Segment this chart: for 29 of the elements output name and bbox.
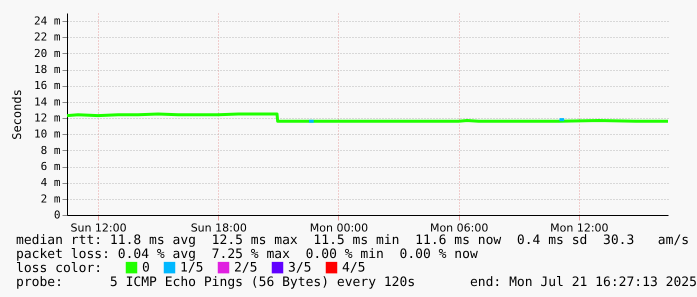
text: packet loss: 0.04 % avg 7.25 % max 0.00 % min 0.00 % now (16, 247, 478, 262)
legend-label: 3/5 (288, 260, 312, 276)
legend-label: 1/5 (180, 260, 204, 276)
y-tick-label: 10 m (34, 128, 61, 141)
y-tick-label: 4 m (40, 176, 61, 190)
line-series (66, 112, 670, 123)
y-tick-label: 6 m (40, 160, 61, 174)
x-tick-label: Sun 12:00 (70, 222, 127, 234)
text: median rtt: 11.8 ms avg 12.5 ms max 11.5 ms min 11.6 ms now 0.4 ms sd 30.3 am/s (16, 233, 690, 248)
legend-label: 4/5 (342, 260, 366, 276)
y-tick-label: 2 m (40, 192, 61, 206)
text: probe: 5 ICMP Echo Pings (56 Bytes) every 120s end: Mon Jul 21 16:27:13 2025 (16, 275, 697, 290)
legend-title: loss color: (16, 261, 102, 276)
y-tick-label: 18 m (34, 63, 61, 76)
y-tick-label: 24 m (34, 14, 61, 28)
y-tick-label: 16 m (34, 79, 61, 92)
legend-label: 2/5 (234, 260, 258, 276)
legend-label: 0 (142, 260, 150, 276)
y-axis-title: Seconds (10, 89, 24, 140)
x-tick-label: Mon 00:00 (310, 222, 368, 234)
y-tick-label: 14 m (34, 95, 61, 108)
x-tick-label: Mon 06:00 (430, 222, 488, 234)
x-tick-label: Mon 12:00 (550, 222, 609, 234)
y-tick-label: 22 m (34, 30, 61, 44)
y-tick-label: 0 (54, 208, 60, 222)
y-tick-label: 20 m (34, 46, 61, 60)
y-tick-label: 8 m (40, 144, 61, 157)
x-tick-label: Sun 18:00 (190, 222, 247, 234)
y-tick-label: 12 m (34, 112, 61, 125)
